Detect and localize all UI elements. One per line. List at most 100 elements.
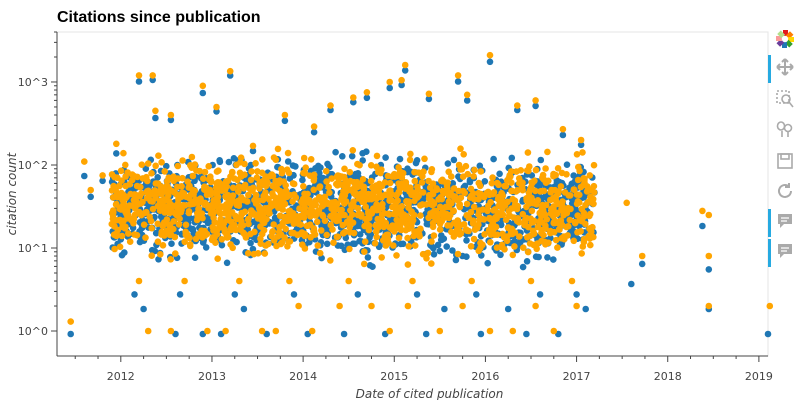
data-point xyxy=(240,305,248,313)
data-point xyxy=(167,231,175,238)
chart-toolbar xyxy=(768,28,800,278)
data-point xyxy=(167,116,175,124)
data-point xyxy=(493,231,501,238)
data-point xyxy=(428,238,435,245)
data-point xyxy=(438,177,445,185)
data-point xyxy=(523,234,531,241)
data-point xyxy=(125,230,132,237)
data-point xyxy=(250,250,258,258)
data-point xyxy=(310,175,318,182)
data-point xyxy=(454,250,462,258)
data-point xyxy=(477,330,485,338)
reset-tool-button[interactable] xyxy=(774,182,796,204)
data-point xyxy=(361,238,369,245)
data-point xyxy=(408,208,416,216)
data-point xyxy=(329,226,336,233)
data-point xyxy=(499,192,506,199)
data-point xyxy=(538,237,545,245)
data-point xyxy=(444,160,452,167)
data-point xyxy=(570,237,578,245)
data-point xyxy=(116,182,123,190)
box-zoom-icon xyxy=(776,89,794,113)
data-point xyxy=(292,163,299,170)
data-point xyxy=(170,225,177,233)
x-tick-label: 2014 xyxy=(289,370,317,383)
data-point xyxy=(99,177,106,185)
data-point xyxy=(404,302,412,310)
data-point xyxy=(113,200,120,208)
hover-tool-button[interactable] xyxy=(774,242,796,264)
data-point xyxy=(274,178,281,186)
data-point xyxy=(705,252,713,260)
data-point xyxy=(163,188,170,195)
data-point xyxy=(524,248,532,256)
data-point xyxy=(413,157,421,164)
data-point xyxy=(470,173,477,180)
save-tool-button[interactable] xyxy=(774,152,796,174)
data-point xyxy=(586,210,594,218)
data-point xyxy=(218,241,226,249)
data-point xyxy=(497,251,504,259)
data-point xyxy=(450,185,458,192)
data-point xyxy=(221,228,229,236)
data-point xyxy=(372,222,380,229)
data-point xyxy=(346,168,354,176)
wheel-zoom-tool-button[interactable] xyxy=(774,120,796,142)
data-point xyxy=(240,185,248,192)
data-point xyxy=(373,152,381,160)
data-point xyxy=(398,81,405,89)
data-point xyxy=(299,176,306,184)
data-point xyxy=(460,221,468,228)
data-point xyxy=(403,220,410,228)
data-point xyxy=(441,305,448,313)
data-point xyxy=(450,156,458,164)
data-point xyxy=(177,207,185,215)
data-point xyxy=(99,172,106,179)
data-point xyxy=(155,152,162,159)
data-point xyxy=(292,194,300,201)
data-point xyxy=(323,240,331,248)
data-point xyxy=(381,233,389,240)
box-zoom-tool-button[interactable] xyxy=(774,89,796,113)
data-point xyxy=(199,89,207,97)
data-point xyxy=(582,305,589,313)
x-tick-label: 2017 xyxy=(563,370,591,383)
data-point xyxy=(176,291,184,298)
hover-tool-button[interactable] xyxy=(774,212,796,234)
pan-tool-button[interactable] xyxy=(774,57,796,80)
data-point xyxy=(532,97,539,104)
data-point xyxy=(354,291,362,298)
x-axis-label: Date of cited publication xyxy=(356,387,504,400)
x-tick-label: 2013 xyxy=(198,370,226,383)
data-point xyxy=(467,185,475,193)
data-point xyxy=(385,210,392,218)
data-point xyxy=(575,163,582,171)
data-point xyxy=(471,166,478,174)
data-point xyxy=(460,151,468,158)
data-point xyxy=(191,254,199,261)
data-point xyxy=(382,242,390,249)
data-point xyxy=(142,165,150,172)
data-point xyxy=(361,248,368,255)
data-point xyxy=(537,156,545,164)
data-point xyxy=(398,174,406,181)
data-point xyxy=(456,231,463,238)
data-point xyxy=(284,243,291,250)
data-point xyxy=(341,165,348,173)
data-point xyxy=(532,102,539,110)
data-point xyxy=(308,327,316,335)
data-point xyxy=(341,192,349,199)
data-point xyxy=(588,197,596,205)
data-point xyxy=(354,211,362,219)
data-point xyxy=(486,51,494,59)
data-point xyxy=(386,78,394,86)
data-point xyxy=(526,193,534,201)
data-point xyxy=(196,167,203,175)
data-point xyxy=(313,218,321,226)
data-point xyxy=(269,228,277,235)
data-point xyxy=(330,239,337,246)
data-point xyxy=(463,200,471,208)
data-point xyxy=(404,261,412,268)
data-point xyxy=(148,224,155,232)
data-point xyxy=(252,160,259,167)
